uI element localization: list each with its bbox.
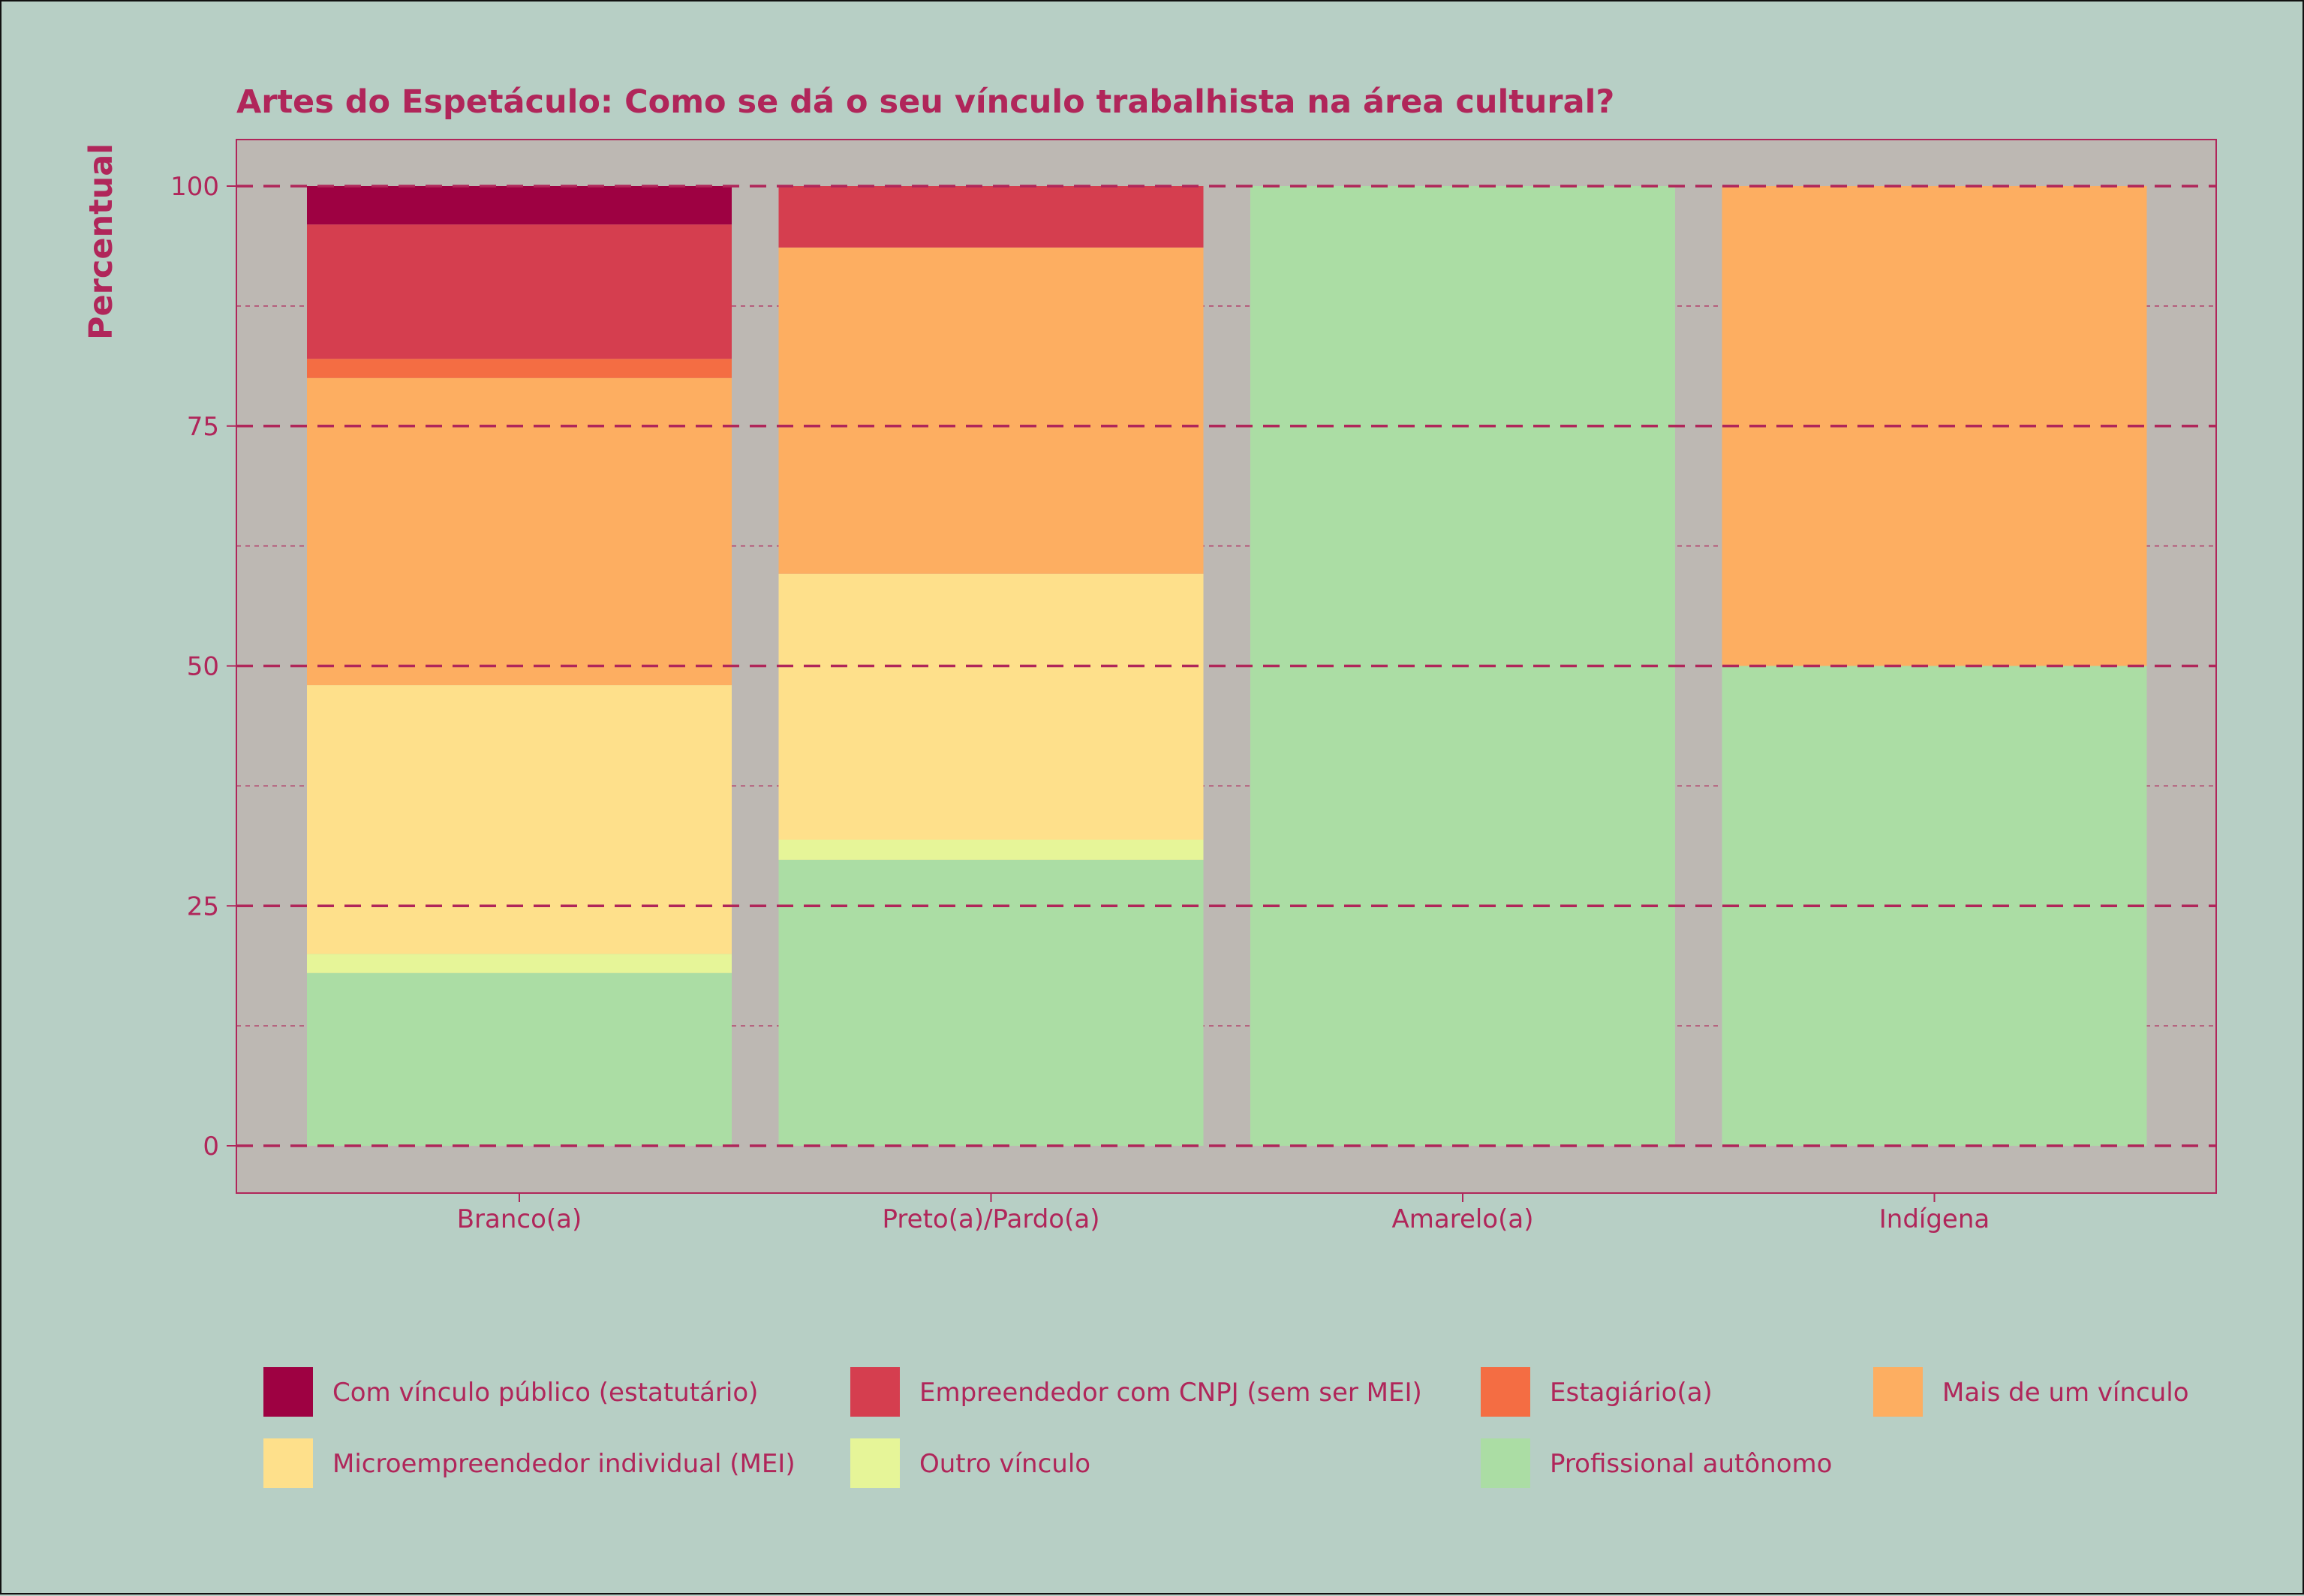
x-tick-label: Indígena [1879,1204,1990,1234]
y-tick-label: 100 [170,172,219,202]
legend-label: Microempreendedor individual (MEI) [332,1449,796,1479]
bar-segment [307,972,732,1146]
bar-segment [307,224,732,359]
x-tick-label: Branco(a) [457,1204,582,1234]
legend: Com vínculo público (estatutário) Empreen… [263,1367,2189,1488]
legend-swatch [1481,1438,1530,1488]
bar-segment [307,377,732,686]
legend-swatch [1873,1367,1923,1417]
y-tick-label: 25 [187,891,219,921]
legend-label: Outro vínculo [919,1449,1090,1479]
bar-segment [778,186,1204,248]
x-tick-label: Amarelo(a) [1392,1204,1534,1234]
y-tick-label: 0 [203,1132,219,1162]
chart-title: Artes do Espetáculo: Como se dá o seu ví… [236,83,1614,121]
legend-label: Estagiário(a) [1550,1378,1713,1408]
bar-segment [307,186,732,225]
x-tick-label: Preto(a)/Pardo(a) [883,1204,1100,1234]
legend-swatch [850,1438,900,1488]
bar-segment [307,359,732,378]
major-gridlines [236,185,2216,1147]
bars [307,186,2147,1146]
y-axis-ticks: 0 25 50 75 100 [170,172,236,1162]
bar-segment [307,954,732,973]
legend-swatch [850,1367,900,1417]
x-axis-ticks: Branco(a) Preto(a)/Pardo(a) Amarelo(a) Indí… [457,1193,1990,1234]
bar-segment [307,685,732,954]
legend-label: Mais de um vínculo [1942,1378,2189,1408]
bar-segment [778,859,1204,1146]
bar-segment [778,247,1204,574]
legend-label: Com vínculo público (estatutário) [332,1378,758,1408]
y-tick-label: 75 [187,412,219,442]
legend-swatch [263,1367,313,1417]
y-tick-label: 50 [187,652,219,682]
legend-swatch [1481,1367,1530,1417]
legend-swatch [263,1438,313,1488]
bar-segment [778,839,1204,860]
legend-label: Profissional autônomo [1550,1449,1832,1479]
y-axis-label: Percentual [83,143,120,340]
legend-label: Empreendedor com CNPJ (sem ser MEI) [919,1378,1422,1408]
bar-segment [778,573,1204,840]
